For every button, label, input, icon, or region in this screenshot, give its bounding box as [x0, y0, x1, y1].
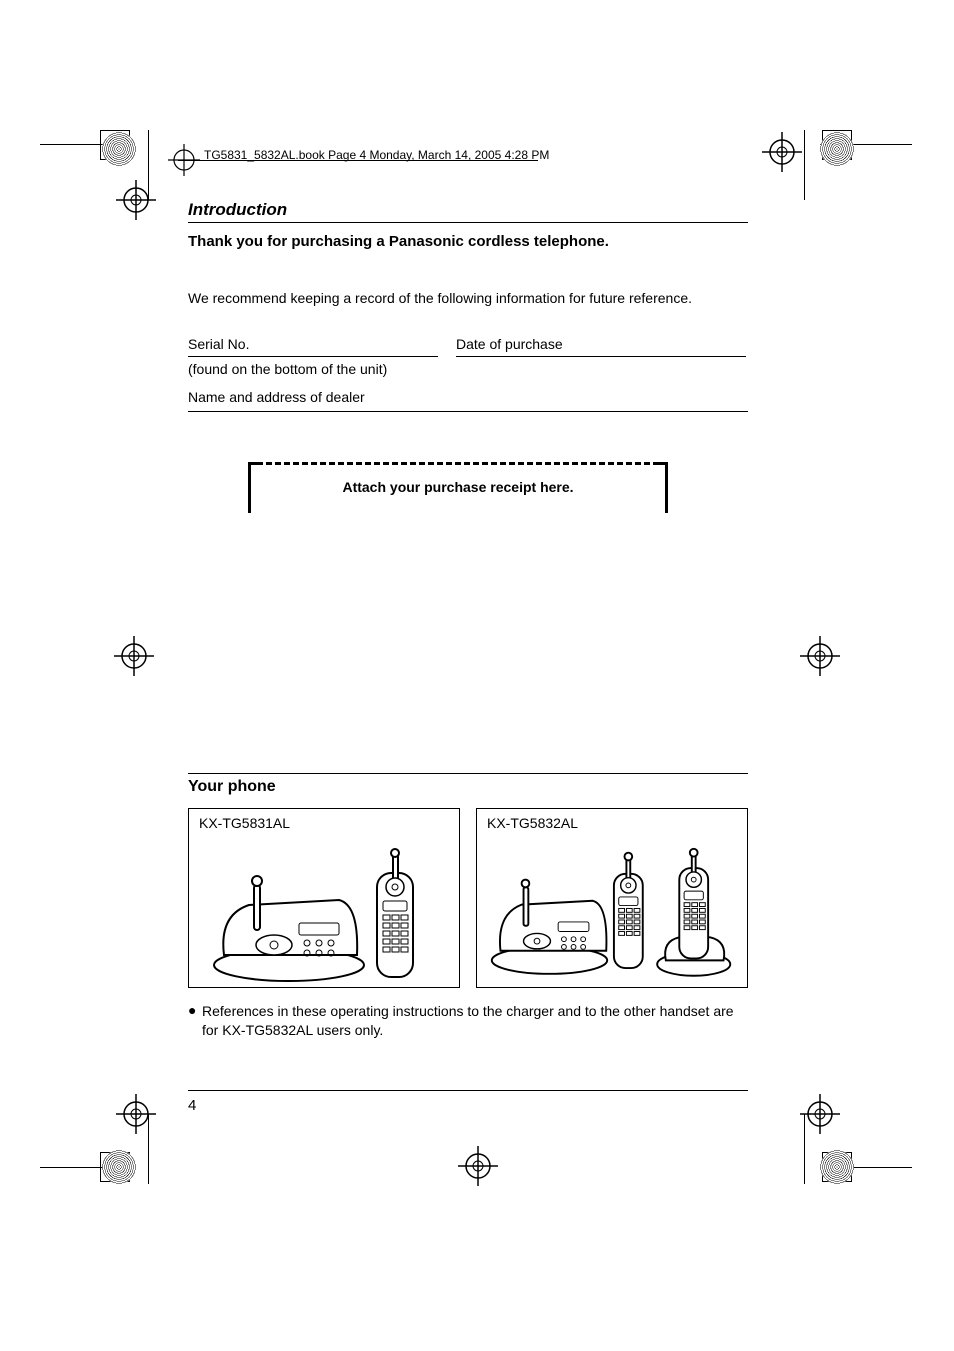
record-table: Serial No. Date of purchase (found on th… [188, 336, 748, 412]
receipt-attach-label: Attach your purchase receipt here. [342, 479, 573, 495]
registration-mark-icon [114, 636, 154, 676]
receipt-attach-box: Attach your purchase receipt here. [248, 462, 668, 513]
running-head: TG5831_5832AL.book Page 4 Monday, March … [204, 148, 549, 162]
registration-mark-icon [116, 1094, 156, 1134]
model-b-label: KX-TG5832AL [487, 815, 578, 831]
recommend-text: We recommend keeping a record of the fol… [188, 290, 748, 306]
phone-box-model-b: KX-TG5832AL [476, 808, 748, 988]
registration-mark-icon [458, 1146, 498, 1186]
registration-shade-icon [102, 1150, 136, 1184]
crop-line [804, 130, 805, 200]
section-title-introduction: Introduction [188, 200, 748, 223]
phone-illustration-b-icon [487, 845, 737, 977]
page-body: Introduction Thank you for purchasing a … [188, 200, 748, 1040]
phone-illustration-a-icon [199, 845, 449, 977]
bullet-icon: ● [188, 1002, 202, 1040]
registration-shade-icon [820, 132, 854, 166]
registration-shade-icon [820, 1150, 854, 1184]
registration-mark-icon [762, 132, 802, 172]
registration-mark-icon [800, 1094, 840, 1134]
registration-shade-icon [102, 132, 136, 166]
date-of-purchase-label: Date of purchase [456, 336, 746, 357]
reference-note: ● References in these operating instruct… [188, 1002, 748, 1040]
serial-no-label: Serial No. [188, 336, 438, 357]
dealer-label: Name and address of dealer [188, 389, 748, 412]
found-on-bottom-note: (found on the bottom of the unit) [188, 361, 748, 377]
section-title-your-phone: Your phone [188, 773, 748, 796]
model-a-label: KX-TG5831AL [199, 815, 290, 831]
reference-note-text: References in these operating instructio… [202, 1002, 748, 1040]
phone-box-model-a: KX-TG5831AL [188, 808, 460, 988]
registration-mark-icon [800, 636, 840, 676]
page-number: 4 [188, 1090, 748, 1114]
phone-models-row: KX-TG5831AL [188, 808, 748, 988]
thank-you-text: Thank you for purchasing a Panasonic cor… [188, 233, 748, 250]
registration-mark-icon [116, 180, 156, 220]
